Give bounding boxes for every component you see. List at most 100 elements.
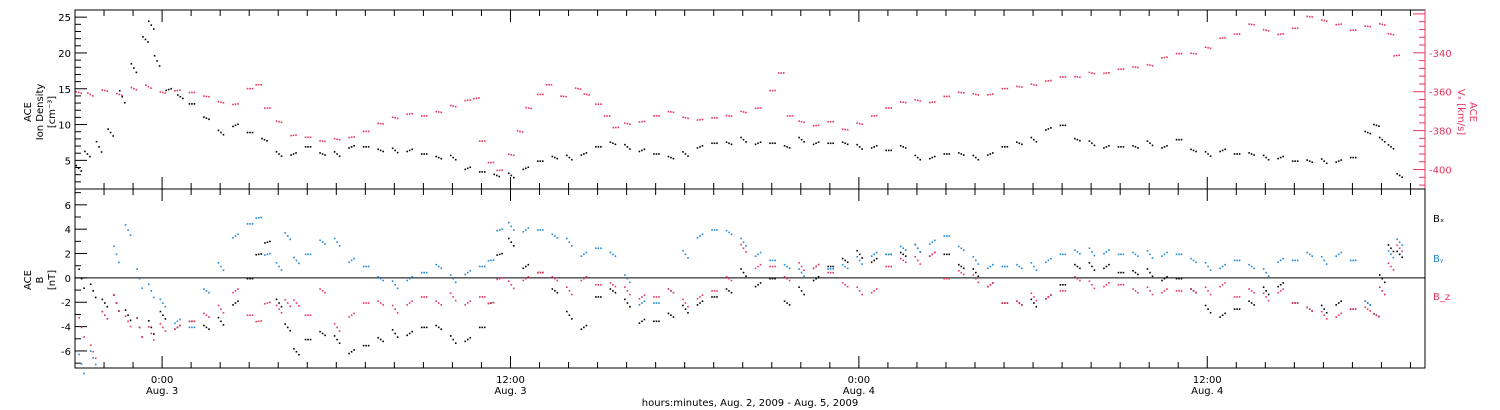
bx-point	[972, 268, 975, 270]
b-axis-label: ACE B [nT]	[23, 270, 58, 290]
bx-point	[269, 240, 271, 243]
velocity-point	[1018, 85, 1021, 88]
velocity-point	[699, 118, 701, 121]
by-point	[304, 253, 307, 256]
velocity-point	[684, 117, 687, 119]
by-point	[1335, 255, 1338, 257]
bz-point	[469, 300, 472, 303]
velocity-point	[246, 87, 249, 90]
by-point	[1146, 249, 1149, 252]
density-point	[841, 141, 844, 143]
by-point	[626, 277, 629, 280]
velocity-point	[890, 107, 893, 109]
velocity-point	[251, 87, 254, 90]
bz-point	[512, 287, 515, 290]
velocity-point	[501, 169, 503, 172]
bz-point	[542, 271, 544, 274]
velocity-point	[492, 161, 495, 164]
density-point	[493, 173, 496, 176]
velocity-point	[1325, 20, 1328, 22]
bx-point	[1105, 265, 1108, 268]
density-point	[571, 158, 573, 161]
density-point	[1006, 146, 1009, 148]
bx-point	[362, 344, 365, 347]
velocity-point	[280, 121, 283, 124]
bx-point	[435, 324, 438, 327]
bz-point	[138, 326, 141, 329]
bz-point	[745, 251, 747, 253]
bz-point	[217, 304, 220, 307]
bz-point	[336, 326, 338, 329]
density-point	[583, 153, 585, 155]
density-point	[931, 156, 934, 159]
velocity-point	[682, 116, 684, 119]
by-point	[771, 259, 774, 262]
time-tick-label: 12:00	[496, 375, 525, 386]
by-point	[1238, 259, 1241, 262]
density-point	[321, 153, 324, 155]
by-point	[1001, 265, 1004, 268]
by-point	[307, 253, 309, 256]
velocity-point	[1192, 52, 1195, 55]
bx-point	[483, 326, 486, 329]
by-point	[138, 277, 141, 280]
by-point	[1166, 251, 1168, 254]
velocity-point	[931, 101, 934, 104]
bz-point	[324, 291, 326, 294]
bz-point	[539, 271, 542, 274]
velocity-point	[487, 161, 490, 164]
bz-point	[992, 282, 994, 284]
bx-point	[129, 319, 132, 322]
bz-point	[1091, 283, 1093, 286]
bx-point	[127, 314, 129, 317]
by-point	[333, 237, 336, 240]
bz-point	[1062, 290, 1064, 292]
velocity-point	[1079, 76, 1081, 79]
bx-point	[286, 326, 289, 329]
bz-point	[435, 300, 438, 303]
by-point	[580, 255, 583, 257]
density-point	[350, 146, 353, 148]
bz-point	[1033, 296, 1035, 298]
density-point	[919, 158, 922, 161]
density-point	[1233, 153, 1236, 155]
velocity-point	[887, 107, 890, 109]
bx-point	[452, 338, 455, 341]
bx-point	[249, 277, 251, 280]
bx-point	[78, 268, 80, 270]
velocity-point	[1393, 55, 1396, 57]
bx-point	[861, 257, 863, 259]
by-point	[159, 298, 162, 301]
by-point	[1004, 265, 1006, 268]
bx-point	[585, 324, 588, 327]
bx-point	[788, 304, 791, 306]
bx-point	[786, 302, 788, 304]
bx-point	[232, 304, 234, 306]
density-point	[696, 147, 699, 149]
bx-point	[551, 288, 554, 290]
bz-point	[275, 304, 278, 307]
density-point	[643, 148, 646, 151]
by-point	[1311, 255, 1313, 257]
density-point	[1064, 124, 1067, 127]
by-point	[394, 283, 396, 286]
density-point	[1323, 160, 1325, 162]
bx-point	[580, 328, 583, 331]
by-point	[1236, 259, 1238, 262]
density-point	[147, 20, 150, 23]
bz-point	[928, 255, 931, 257]
bx-point	[440, 328, 443, 331]
by-point	[730, 233, 733, 236]
velocity-point	[483, 140, 486, 142]
by-point	[203, 288, 205, 290]
density-point	[1401, 176, 1403, 178]
bz-point	[159, 322, 162, 325]
bx-point	[730, 291, 733, 294]
bz-point	[203, 312, 205, 315]
bz-point	[483, 296, 486, 298]
bz-point	[566, 286, 568, 289]
bx-point	[1387, 244, 1390, 246]
bx-point	[556, 291, 559, 294]
bx-point	[264, 242, 266, 244]
density-point	[1122, 146, 1125, 148]
